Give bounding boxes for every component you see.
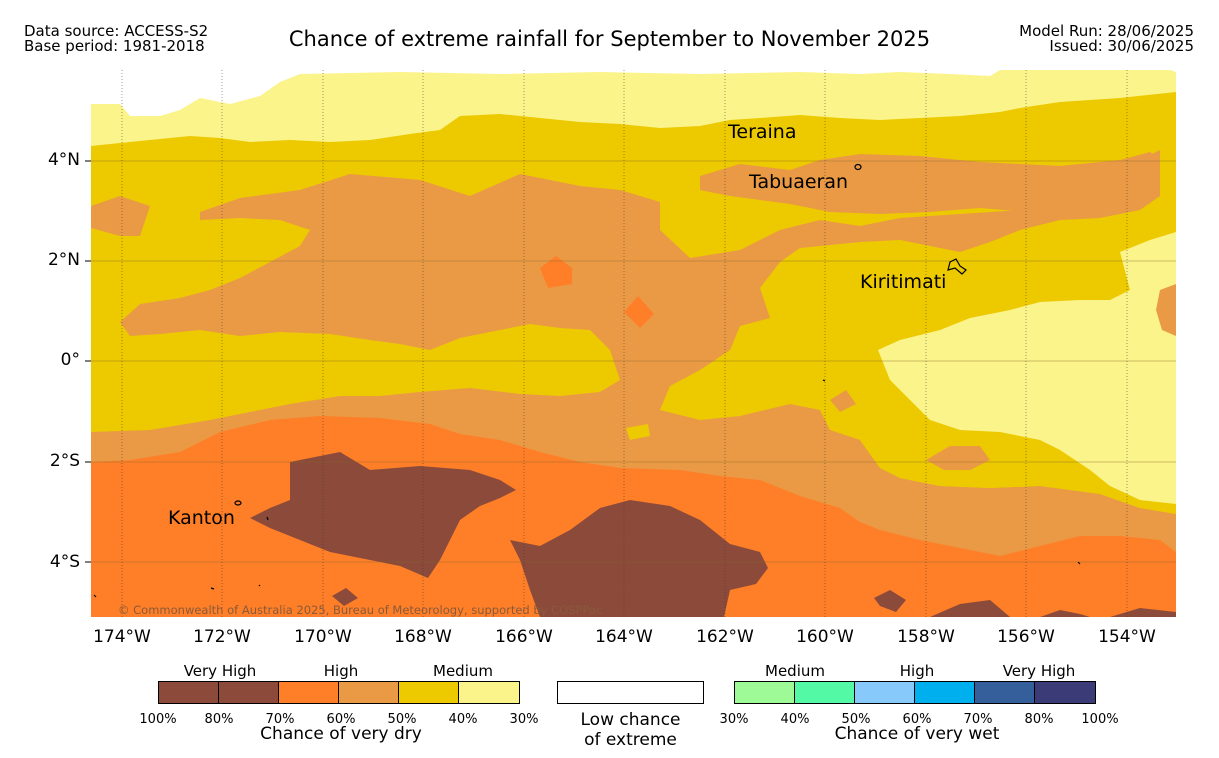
- issued-text: Issued: 30/06/2025: [1049, 37, 1194, 55]
- lon-label-160w: 160°W: [796, 627, 854, 647]
- dry-percent-label-5: 40%: [448, 712, 478, 727]
- lon-label-164w: 164°W: [595, 627, 653, 647]
- extreme-dry-spot-south: [874, 590, 906, 612]
- base-period-text: Base period: 1981-2018: [24, 37, 205, 55]
- lon-label-166w: 166°W: [495, 627, 553, 647]
- wet-swatch-4: [975, 682, 1035, 703]
- wet-percent-label-6: 100%: [1081, 712, 1119, 727]
- model-run-text: Model Run: 28/06/2025: [1019, 22, 1194, 40]
- dry-percent-label-3: 60%: [326, 712, 356, 727]
- lat-label-2n: 2°N: [47, 250, 80, 270]
- low-chance-area-northeast: [1170, 70, 1176, 72]
- dry-colorbar: [158, 681, 520, 704]
- probability-fields: [91, 70, 1176, 617]
- wet-category-high: High: [899, 662, 935, 680]
- dry-swatch-5: [459, 682, 519, 703]
- very-high-dry-spot-2: [624, 296, 654, 328]
- lat-label-equator: 0°: [60, 350, 80, 370]
- medium-dry-spot-1: [278, 336, 312, 354]
- copyright-credit: © Commonwealth of Australia 2025, Bureau…: [118, 603, 603, 617]
- lon-label-174w: 174°W: [93, 627, 151, 647]
- tabuaeran-island-outline: [854, 163, 862, 171]
- dry-category-high: High: [323, 662, 359, 680]
- wet-swatch-2: [855, 682, 915, 703]
- data-source-text: Data source: ACCESS-S2: [24, 22, 209, 40]
- lon-label-170w: 170°W: [294, 627, 352, 647]
- wet-percent-label-4: 70%: [963, 712, 993, 727]
- extreme-dry-area-central: [510, 500, 768, 617]
- extreme-dry-area-kanton: [250, 452, 516, 578]
- wet-category-medium: Medium: [765, 662, 825, 680]
- model-run-block: Model Run: 28/06/2025 Issued: 30/06/2025: [1019, 24, 1194, 54]
- high-dry-spot-east-2: [830, 390, 856, 412]
- neutral-caption-line2: of extreme: [584, 730, 677, 750]
- dry-swatch-1: [219, 682, 279, 703]
- dry-percent-label-6: 30%: [509, 712, 539, 727]
- dry-legend-caption: Chance of very dry: [260, 724, 422, 744]
- wet-category-very-high: Very High: [1002, 662, 1076, 680]
- wet-colorbar: [734, 681, 1096, 704]
- place-label-kanton: Kanton: [168, 507, 235, 529]
- lon-label-154w: 154°W: [1098, 627, 1156, 647]
- wet-percent-label-3: 60%: [902, 712, 932, 727]
- high-dry-blob-northeast: [700, 152, 1160, 214]
- dry-swatch-2: [279, 682, 339, 703]
- extreme-dry-strip-southeast: [930, 600, 1176, 617]
- lon-label-168w: 168°W: [394, 627, 452, 647]
- lon-label-162w: 162°W: [696, 627, 754, 647]
- dry-percent-label-4: 50%: [387, 712, 417, 727]
- dry-percent-label-0: 100%: [139, 712, 177, 727]
- wet-swatch-3: [915, 682, 975, 703]
- wet-percent-label-2: 50%: [841, 712, 871, 727]
- high-dry-spot-east: [926, 446, 990, 470]
- dry-swatch-4: [399, 682, 459, 703]
- place-label-kiritimati: Kiritimati: [860, 271, 947, 293]
- lat-label-4n: 4°N: [47, 150, 80, 170]
- lat-label-4s: 4°S: [49, 552, 80, 572]
- island-outlines: [93, 163, 1081, 598]
- lon-label-158w: 158°W: [897, 627, 955, 647]
- latitude-gridlines: [91, 160, 1176, 563]
- lon-label-172w: 172°W: [193, 627, 251, 647]
- wet-percent-label-0: 30%: [719, 712, 749, 727]
- wet-swatch-0: [735, 682, 795, 703]
- longitude-gridlines: [121, 70, 1128, 617]
- dry-percent-label-1: 80%: [204, 712, 234, 727]
- wet-percent-label-5: 80%: [1024, 712, 1054, 727]
- high-dry-spot-east-3: [1156, 284, 1176, 336]
- wet-swatch-1: [795, 682, 855, 703]
- low-medium-dry-band-north: [91, 70, 1176, 146]
- wet-legend-caption: Chance of very wet: [834, 724, 1000, 744]
- neutral-caption-line1: Low chance: [580, 710, 681, 730]
- place-label-tabuaeran: Tabuaeran: [749, 171, 849, 193]
- dry-category-medium: Medium: [433, 662, 493, 680]
- medium-dry-spot-2: [626, 424, 650, 440]
- low-chance-area-north: [91, 70, 1000, 116]
- axis-ticks: [85, 160, 91, 563]
- wet-percent-label-1: 40%: [780, 712, 810, 727]
- place-label-teraina: Teraina: [728, 121, 797, 143]
- dry-percent-label-2: 70%: [265, 712, 295, 727]
- lat-label-2s: 2°S: [49, 451, 80, 471]
- data-source-block: Data source: ACCESS-S2 Base period: 1981…: [24, 24, 208, 54]
- map-title: Chance of extreme rainfall for September…: [288, 27, 931, 51]
- low-medium-dry-area-east: [878, 232, 1176, 504]
- lon-label-156w: 156°W: [997, 627, 1055, 647]
- very-high-dry-spot-1: [540, 256, 572, 288]
- neutral-legend-caption: Low chance of extreme: [557, 710, 704, 750]
- kanton-island-outline: [234, 500, 242, 506]
- dry-swatch-3: [339, 682, 399, 703]
- dry-category-very-high: Very High: [183, 662, 257, 680]
- extreme-dry-spot-southwest: [332, 588, 358, 606]
- wet-swatch-5: [1035, 682, 1095, 703]
- kiritimati-island-outline: [947, 258, 967, 275]
- low-chance-swatch: [557, 681, 704, 704]
- dry-swatch-0: [159, 682, 219, 703]
